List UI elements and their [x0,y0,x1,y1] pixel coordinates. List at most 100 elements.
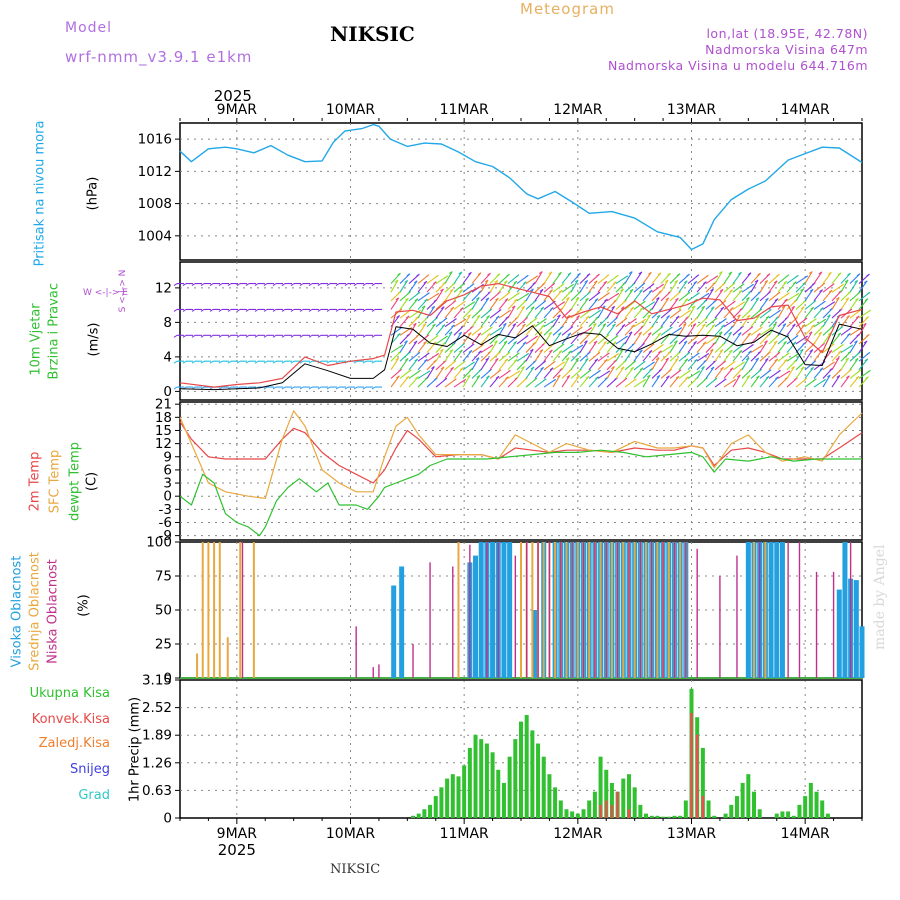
wind-barb [525,366,535,379]
wind-barb-head [711,324,716,327]
wind-barb [768,316,780,328]
wind-barb-head [658,350,662,354]
wind-barb-head [632,360,637,364]
wind-barb-head [606,370,611,374]
wind-barb-head [641,342,645,346]
wind-barb-head [236,309,241,312]
wind-barb-head [317,309,322,312]
wind-barb-head [757,272,761,276]
wind-barb-head [791,366,795,369]
wind-barb [399,297,409,310]
wind-barb [849,358,859,371]
wind-barb-head [486,315,490,319]
wind-barb [570,315,580,328]
wind-barb-head [813,378,817,382]
wind-barb-head [592,322,597,326]
wind-barb [453,307,464,319]
wind-gust-line [179,283,863,388]
wind-barb-head [548,271,553,275]
wind-barb-head [629,288,634,292]
wind-barb-head [439,348,444,352]
wind-barb-head [611,305,615,309]
wind-barb-head [696,292,700,296]
wind-barb-head [630,366,634,370]
cloud-high-bar [473,555,479,678]
wind-barb-head [836,375,841,378]
wind-barb-head [227,360,232,364]
wind-barb [804,331,813,345]
wind-barb [624,271,633,284]
wind-barb [633,289,643,302]
y-tick-label: -6 [159,515,172,531]
wind-barb-head [396,333,401,336]
wind-barb-head [655,297,660,300]
wind-barb-head [720,366,724,370]
wind-barb [768,340,778,353]
wind-barb-head [477,332,482,336]
wind-barb-head [451,324,455,328]
wind-barb-head [362,386,367,390]
precip-total-bar [734,796,739,818]
wind-barb [579,315,590,328]
y-tick-label: 12 [155,280,172,296]
wind-barb [435,306,445,319]
wind-barb [444,331,453,345]
wind-barb [417,305,426,319]
wind-barb-head [772,322,777,326]
wind-barb-head [524,317,528,320]
precip-total-bar [786,811,791,818]
wind-barb-head [552,378,556,382]
wind-barb-head [497,369,502,373]
wind-barb-head [542,300,547,304]
bottom-day-label: 9MAR [217,826,258,842]
cloud-low-bar [605,542,607,678]
wind-barb-head [173,283,178,286]
cloud-low-bar [537,542,539,678]
wind-barb-head [353,386,358,390]
precip-total-bar [740,782,745,818]
wind-barb [561,272,572,284]
wind-barb [462,374,471,388]
bottom-day-label: 14MAR [781,826,830,842]
precip-total-bar [479,739,484,818]
wind-barb-head [578,368,582,372]
wind-barb-head [521,305,525,309]
wind-barb-head [628,331,633,335]
wind-barb-head [534,275,538,279]
wind-barb [804,367,814,379]
precip-total-bar [661,816,666,818]
wind-barb [489,375,500,388]
precip-total-bar [723,813,728,818]
wind-barb-head [335,334,340,338]
wind-barb-head [794,335,799,338]
wind-barb [534,324,545,336]
wind-barb-head [290,334,295,338]
wind-barb-head [326,360,331,364]
wind-barb [696,281,707,293]
wind-barb [579,358,589,371]
wind-barb [552,350,563,362]
wind-barb [588,280,598,293]
wind-barb-head [513,341,517,344]
wind-barb-head [732,318,737,322]
wind-barb-head [773,280,778,284]
cloud-mid-bar [576,542,579,678]
wind-barb-head [443,317,448,321]
wind-barb [723,289,733,302]
wind-barb-head [777,309,781,313]
cloud-mid-bar [520,542,522,678]
wind-barb [516,281,527,293]
wind-barb-head [425,274,430,278]
precip-total-bar [524,715,529,818]
wind-barb [714,331,723,345]
wind-barb [471,332,482,345]
wind-barb [696,306,706,319]
wind-barb-head [738,349,743,353]
wind-barb-head [218,360,223,364]
wind-barb-head [530,306,535,310]
wind-barb [633,331,643,345]
precip-total-bar [649,815,654,818]
wind-barb-head [467,314,471,318]
precip-conv-bar [610,804,614,818]
cloud-low-bar [662,542,664,678]
